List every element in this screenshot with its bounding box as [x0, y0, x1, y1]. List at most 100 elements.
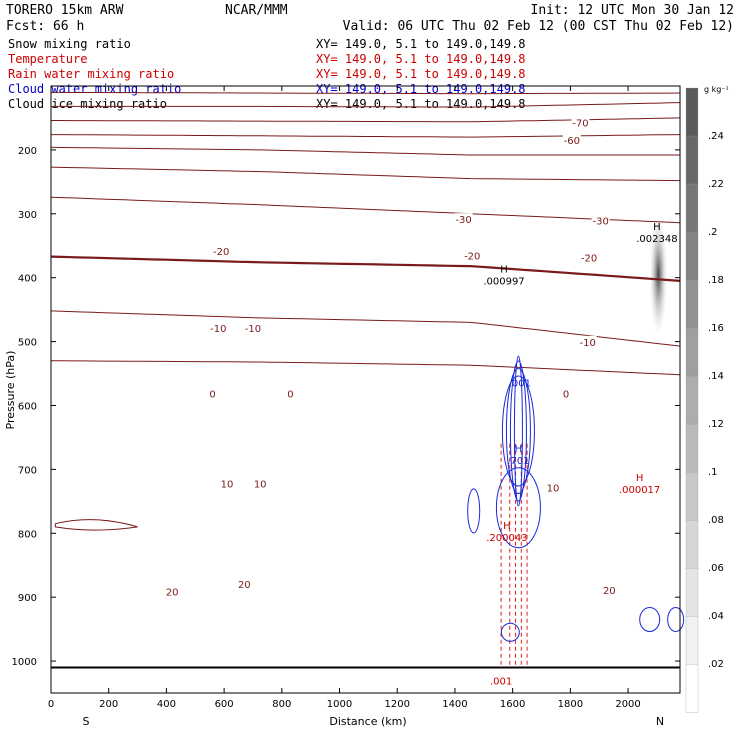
- y-axis-label: Pressure (hPa): [4, 351, 17, 430]
- contour-label-bg: [454, 213, 473, 226]
- contour-label: 20: [603, 586, 616, 597]
- temperature-contour: [50, 166, 681, 182]
- temperature-contour: [50, 310, 681, 347]
- colorbar-tick-label: .02: [708, 659, 724, 670]
- colorbar-tick-label: .2: [708, 227, 718, 238]
- colorbar-tick-label: .16: [708, 323, 724, 334]
- cloud-water-contour: [509, 360, 527, 502]
- colorbar-tick-label: .06: [708, 563, 724, 574]
- temperature-contour: [51, 102, 681, 108]
- x-tick-label: 800: [272, 699, 291, 710]
- north-label: N: [656, 715, 664, 728]
- temperature-contour: [50, 146, 680, 156]
- x-tick-label: 600: [215, 699, 234, 710]
- legend-xy-1: XY= 149.0, 5.1 to 149.0,149.8: [316, 52, 526, 66]
- contour-label: 10: [221, 480, 234, 491]
- cold-pocket-contour: [54, 519, 138, 531]
- colorbar-swatch: [685, 616, 699, 665]
- cloud-water-contour: [500, 622, 520, 642]
- colorbar-swatch: [685, 135, 699, 185]
- colorbar-unit: g kg⁻¹: [704, 85, 729, 94]
- contour-label-bg: [578, 335, 597, 348]
- contour-label: 20: [238, 580, 251, 591]
- colorbar-swatch: [685, 87, 699, 137]
- init-time: Init: 12 UTC Mon 30 Jan 12: [531, 3, 735, 18]
- contour-label: 0: [287, 390, 293, 401]
- legend-field-4: Cloud ice mixing ratio: [8, 97, 167, 111]
- cloud-water-contour: [501, 375, 535, 487]
- max-label-value: .000997: [483, 277, 524, 288]
- colorbar-tick-label: .14: [708, 371, 724, 382]
- legend-xy-2: XY= 149.0, 5.1 to 149.0,149.8: [316, 67, 526, 81]
- contour-label-bg: [580, 251, 599, 264]
- plot-area: -70 -60 -30 -30 -20 -20 -20 -10 -10 -10 0 0 0 10 10 10 2…: [12, 85, 685, 710]
- contour-label-bg: [571, 116, 590, 129]
- field-legend: Snow mixing ratio XY= 149.0, 5.1 to 149.0…: [8, 37, 526, 111]
- contour-label-bg: [235, 578, 254, 591]
- y-tick-label: 1000: [12, 657, 37, 668]
- colorbar-swatch: [685, 183, 699, 233]
- max-label-h: H: [503, 521, 511, 532]
- contour-label: -60: [564, 136, 580, 147]
- legend-field-3: Cloud water mixing ratio: [8, 82, 181, 96]
- contour-label: -20: [213, 247, 229, 258]
- temperature-contour: [51, 134, 681, 138]
- rain-contours: [500, 443, 528, 668]
- y-tick-label: 600: [18, 401, 37, 412]
- colorbar-swatch: [685, 664, 699, 713]
- contour-label: -30: [592, 216, 608, 227]
- contour-label: 0: [209, 390, 215, 401]
- colorbar-swatch: [685, 231, 699, 281]
- maxima-labels: H.002348H.000997H.701H.000017H.200043.00…: [483, 222, 677, 688]
- temperature-contours: [50, 91, 681, 669]
- contour-label: 20: [166, 588, 179, 599]
- x-tick-label: 400: [157, 699, 176, 710]
- contour-label: -20: [464, 252, 480, 263]
- contour-label: -10: [245, 324, 261, 335]
- colorbar-tick-label: .24: [708, 131, 724, 142]
- max-label-value: .002348: [636, 234, 677, 245]
- y-tick-label: 400: [18, 274, 37, 285]
- x-tick-label: 1400: [442, 699, 467, 710]
- temperature-contour: [50, 255, 681, 282]
- south-label: S: [83, 715, 90, 728]
- contour-label-bg: [557, 387, 576, 400]
- contour-label: -10: [210, 324, 226, 335]
- contour-label: -70: [572, 119, 588, 130]
- y-tick-label: 700: [18, 465, 37, 476]
- max-label-h: H: [653, 222, 661, 233]
- x-tick-label: 1200: [385, 699, 410, 710]
- contour-label: -10: [579, 338, 595, 349]
- snow-column: [649, 218, 668, 343]
- valid-time: Valid: 06 UTC Thu 02 Feb 12 (00 CST Thu …: [343, 19, 734, 34]
- x-tick-label: 2000: [615, 699, 640, 710]
- cloud-water-contour: [467, 488, 481, 534]
- cloud-water-contour: [639, 607, 661, 633]
- colorbar-swatch: [685, 375, 699, 425]
- legend-field-0: Snow mixing ratio: [8, 37, 131, 51]
- model-title: TORERO 15km ARW: [6, 3, 124, 18]
- colorbar-swatch: [685, 279, 699, 329]
- contour-label-bg: [281, 387, 300, 400]
- contour-label-bg: [463, 249, 482, 262]
- colorbar-swatch: [685, 568, 699, 617]
- contour-label: 10: [547, 484, 560, 495]
- y-tick-label: 200: [18, 146, 37, 157]
- max-label-h: H: [500, 265, 508, 276]
- x-tick-label: 1000: [327, 699, 352, 710]
- colorbar-tick-label: .12: [708, 419, 724, 430]
- contour-label: -20: [581, 254, 597, 265]
- cloud-water-contour: [667, 607, 685, 633]
- colorbar-tick-label: .1: [708, 467, 718, 478]
- y-tick-label: 800: [18, 529, 37, 540]
- contour-label-bg: [163, 585, 182, 598]
- x-axis-ticks: 0 200 400 600 800 1000 1200 1400 1600 1800 2000: [48, 86, 641, 710]
- contour-label-bg: [243, 321, 262, 334]
- legend-xy-4: XY= 149.0, 5.1 to 149.0,149.8: [316, 97, 526, 111]
- colorbar: g kg⁻¹ .24 .22 .2 .18 .16 .14 .12 .1 .08 .06 .04 .0…: [685, 85, 729, 713]
- colorbar-swatch: [685, 327, 699, 377]
- snow-shading: [649, 218, 668, 343]
- contour-label-bg: [591, 214, 610, 227]
